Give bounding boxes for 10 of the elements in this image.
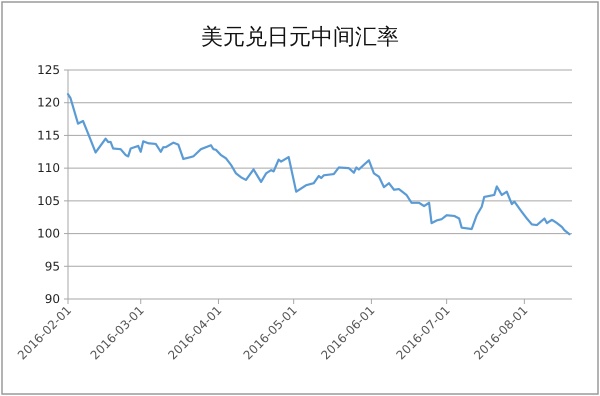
line-series (66, 93, 571, 236)
y-tick-label: 90 (44, 292, 60, 306)
y-tick-label: 115 (37, 128, 60, 142)
y-tick-label: 125 (37, 63, 60, 77)
y-tick-label: 110 (37, 161, 60, 176)
y-tick-label: 105 (37, 194, 60, 208)
chart-title: 美元兑日元中间汇率 (201, 25, 399, 50)
y-tick-label: 95 (44, 259, 60, 274)
y-tick-label: 100 (37, 226, 60, 241)
y-tick-label: 120 (37, 96, 60, 110)
